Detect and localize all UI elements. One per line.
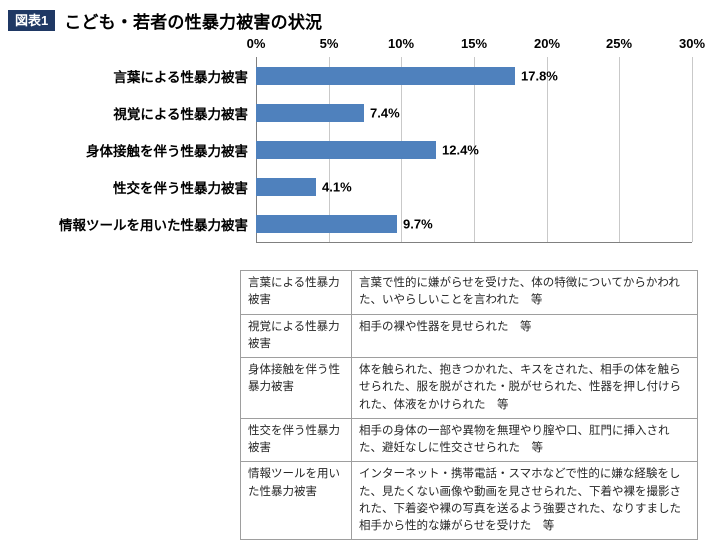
bar-value-label: 12.4% [442, 142, 479, 157]
page: 図表1 こども・若者の性暴力被害の状況 0% 5% 10% 15% 20% 25% 30% … [8, 8, 706, 540]
definitions-table-body: 言葉による性暴力被害 言葉で性的に嫌がらせを受けた、体の特徴についてからかわれた、… [240, 270, 698, 540]
bar-value-label: 17.8% [521, 68, 558, 83]
table-row: 性交を伴う性暴力被害 相手の身体の一部や異物を無理やり膣や口、肛門に挿入された、避… [240, 417, 698, 463]
term-cell: 性交を伴う性暴力被害 [240, 417, 352, 463]
bar-value-label: 9.7% [403, 216, 433, 231]
category-label: 情報ツールを用いた性暴力被害 [59, 217, 248, 233]
page-title: こども・若者の性暴力被害の状況 [64, 13, 323, 32]
gridline [547, 57, 548, 242]
chart-plot: 17.8% 7.4% 12.4% 4.1% 9.7% [256, 57, 693, 243]
bar-value-label: 4.1% [322, 179, 352, 194]
figure-tag: 図表1 [8, 10, 56, 31]
definition-cell: 相手の身体の一部や異物を無理やり膣や口、肛門に挿入された、避妊なしに性交させられ… [351, 417, 698, 463]
x-tick-label: 5% [319, 36, 339, 51]
definition-cell: 体を触られた、抱きつかれた、キスをされた、相手の体を触らせられた、服を脱がされた… [351, 357, 698, 419]
bar-value-label: 7.4% [370, 105, 400, 120]
x-tick-label: 15% [460, 36, 488, 51]
category-label: 身体接触を伴う性暴力被害 [86, 143, 248, 159]
x-tick-label: 0% [246, 36, 266, 51]
x-tick-label: 10% [387, 36, 415, 51]
x-tick-label: 30% [678, 36, 706, 51]
bar-chart: 0% 5% 10% 15% 20% 25% 30% 言葉による性暴力被害 視覚による性暴力被害… [8, 36, 705, 244]
bar [256, 214, 397, 233]
term-cell: 身体接触を伴う性暴力被害 [240, 357, 352, 419]
table-row: 言葉による性暴力被害 言葉で性的に嫌がらせを受けた、体の特徴についてからかわれた、… [240, 270, 698, 315]
gridline [474, 57, 475, 242]
definitions-table: 言葉による性暴力被害 言葉で性的に嫌がらせを受けた、体の特徴についてからかわれた、… [240, 270, 698, 540]
category-label: 性交を伴う性暴力被害 [113, 180, 248, 196]
page-header: 図表1 こども・若者の性暴力被害の状況 [8, 8, 322, 33]
definition-cell: 相手の裸や性器を見せられた 等 [351, 313, 698, 358]
table-row: 身体接触を伴う性暴力被害 体を触られた、抱きつかれた、キスをされた、相手の体を触ら… [240, 357, 698, 419]
x-tick-label: 20% [533, 36, 561, 51]
bar [256, 140, 436, 159]
table-row: 情報ツールを用いた性暴力被害 インターネット・携帯電話・スマホなどで性的に嫌な経験… [240, 461, 698, 540]
term-cell: 情報ツールを用いた性暴力被害 [240, 461, 352, 540]
bar [256, 103, 364, 122]
table-row: 視覚による性暴力被害 相手の裸や性器を見せられた 等 [240, 313, 698, 358]
bar [256, 66, 515, 85]
gridline [619, 57, 620, 242]
category-label: 言葉による性暴力被害 [113, 69, 248, 85]
term-cell: 言葉による性暴力被害 [240, 270, 352, 315]
x-axis: 0% 5% 10% 15% 20% 25% 30% [247, 36, 705, 52]
gridline [692, 57, 693, 242]
term-cell: 視覚による性暴力被害 [240, 313, 352, 358]
category-label: 視覚による性暴力被害 [113, 106, 248, 122]
category-labels: 言葉による性暴力被害 視覚による性暴力被害身体接触を伴う性暴力被害性交を伴う性暴力… [8, 57, 248, 242]
definition-cell: インターネット・携帯電話・スマホなどで性的に嫌な経験をした、見たくない画像や動画… [351, 461, 698, 540]
x-tick-label: 25% [605, 36, 633, 51]
bar [256, 177, 316, 196]
definition-cell: 言葉で性的に嫌がらせを受けた、体の特徴についてからかわれた、いやらしいことを言わ… [351, 270, 698, 315]
